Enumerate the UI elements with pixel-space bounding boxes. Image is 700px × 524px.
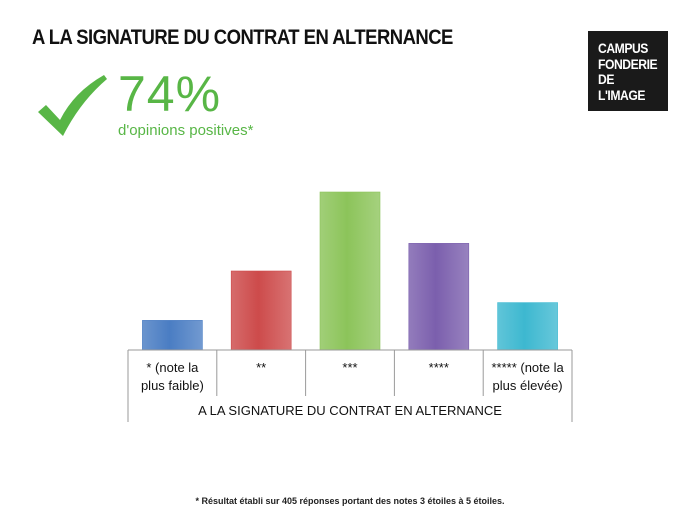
bar-3 xyxy=(319,191,381,351)
campus-logo: CAMPUS FONDERIE DE L'IMAGE xyxy=(588,31,668,111)
bar-5 xyxy=(497,302,558,351)
logo-line-1: CAMPUS xyxy=(598,41,648,56)
kpi-label: d'opinions positives* xyxy=(118,122,254,139)
x-axis-label: A LA SIGNATURE DU CONTRAT EN ALTERNANCE xyxy=(198,403,502,418)
logo-line-4: L'IMAGE xyxy=(598,87,645,103)
category-label-1: * (note la xyxy=(146,360,199,375)
logo-line-3: DE xyxy=(598,72,614,87)
bar-2 xyxy=(230,270,292,351)
checkmark-icon xyxy=(38,75,107,136)
category-label-1: plus faible) xyxy=(141,378,204,393)
bar-4 xyxy=(408,243,470,351)
bar-1 xyxy=(142,320,203,351)
logo-line-2: FONDERIE xyxy=(598,56,658,72)
category-label-2: ** xyxy=(256,360,266,375)
category-label-4: **** xyxy=(429,360,449,375)
page-title: A LA SIGNATURE DU CONTRAT EN ALTERNANCE xyxy=(32,26,453,49)
kpi-value: 74% xyxy=(118,66,222,122)
category-label-3: *** xyxy=(342,360,357,375)
category-label-5: plus élevée) xyxy=(493,378,563,393)
category-label-5: ***** (note la xyxy=(491,360,564,375)
footnote: * Résultat établi sur 405 réponses porta… xyxy=(195,496,505,506)
